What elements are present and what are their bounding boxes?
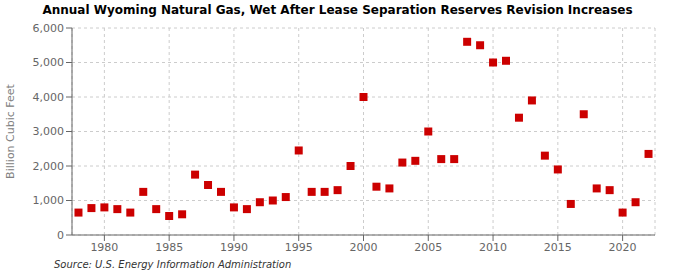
svg-text:2005: 2005 [414,241,442,254]
svg-text:1,000: 1,000 [33,194,65,207]
html-text:Annual Wyoming Natural Gas, We: Annual Wyoming Natural Gas, Wet After Le… [42,3,633,17]
svg-text:3,000: 3,000 [33,125,65,138]
svg-text:2015: 2015 [544,241,572,254]
svg-text:2000: 2000 [350,241,378,254]
svg-text:6,000: 6,000 [33,22,65,35]
svg-text:1980: 1980 [90,241,118,254]
svg-text:4,000: 4,000 [33,91,65,104]
svg-text:1995: 1995 [285,241,313,254]
svg-text:5,000: 5,000 [33,56,65,69]
svg-text:0: 0 [57,229,64,242]
svg-text:2,000: 2,000 [33,160,65,173]
svg-text:2020: 2020 [609,241,637,254]
svg-text:2010: 2010 [479,241,507,254]
svg-text:1985: 1985 [155,241,183,254]
html-text:Source: U.S. Energy Informatio: Source: U.S. Energy Information Administ… [54,259,292,270]
svg-text:Billion Cubic Feet: Billion Cubic Feet [8,83,17,178]
svg-text:1990: 1990 [220,241,248,254]
